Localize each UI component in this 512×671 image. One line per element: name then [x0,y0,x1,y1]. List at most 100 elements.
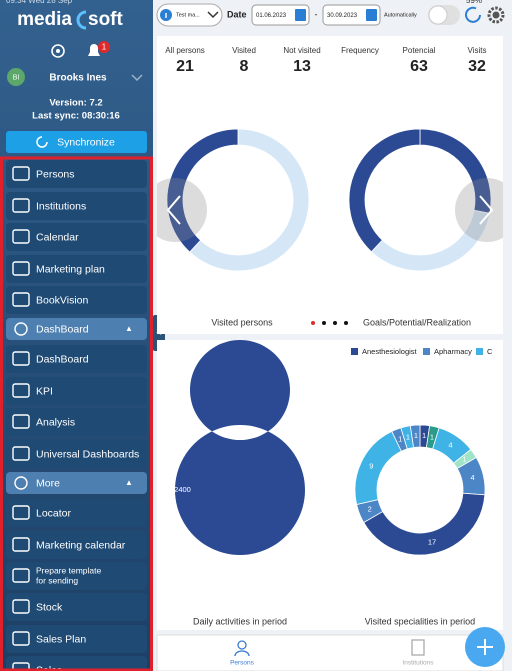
menu-item[interactable] [6,255,147,283]
menu-section[interactable] [6,318,147,340]
donut-label: 1 [406,432,410,441]
menu-item[interactable] [6,440,147,468]
page-dot[interactable] [322,321,326,325]
menu-item[interactable] [6,408,147,436]
menu-section-arrow: ▲ [125,324,133,333]
menu-item[interactable] [6,625,147,653]
donut-segment [189,128,310,272]
menu-item[interactable] [6,192,147,220]
legend-label: C [487,347,493,356]
legend-label: Anesthesiologist [362,347,418,356]
donut-label: 1 [422,431,426,440]
stat-label: Visits [468,46,487,55]
user-name: Brooks Ines [49,73,107,84]
menu-label: Prepare template [36,565,101,575]
donut-label: 1 [398,435,402,444]
page-dot[interactable] [344,321,348,325]
top-charts [143,128,512,272]
page-dot[interactable] [333,321,337,325]
menu-icon [12,383,30,398]
menu-label: KPI [36,385,53,397]
tab-bar [156,634,504,671]
menu-icon [12,229,30,244]
chart-caption: Goals/Potential/Realization [363,317,471,327]
bell-icon[interactable] [88,44,100,56]
menu-label: DashBoard [36,353,89,365]
menu-label: Institutions [36,200,86,212]
donut-label: 2 [368,505,372,514]
status-time: 09:34 Wed 28 Sep [6,0,73,5]
avatar [7,68,25,86]
next-chevron [479,195,494,225]
last-sync: Last sync: 08:30:16 [32,111,120,122]
legend-swatch [423,348,430,355]
avatar-initials: BI [13,74,20,81]
tab-label: Institutions [402,660,434,667]
logo-right: soft [88,9,124,30]
menu-label: More [36,477,60,489]
stat-label: Not visited [283,46,320,55]
menu-icon [14,476,28,490]
menu-icon [12,446,30,461]
sidebar-content: 09:34 Wed 28 Sep media soft 1 BI Brooks Ines V… [0,0,165,671]
menu-section[interactable] [6,472,147,494]
menu-item[interactable] [6,345,147,373]
stat-label: Potencial [403,46,436,55]
bottom-charts: FieldworkAnesthesiologistApharmacyC24001… [174,340,493,556]
menu-icon [14,322,28,336]
main-content: 59% Test ma... Date 01.06.2023 30.09.2023 - Au… [143,0,512,671]
carousel-next[interactable] [455,178,512,242]
date-input[interactable] [322,4,381,26]
date-input[interactable] [251,4,310,26]
user-chevron[interactable] [131,74,143,82]
menu-label: Analysis [36,416,75,428]
chart-caption: Daily activities in period [193,616,287,626]
menu-item[interactable] [6,286,147,314]
stat-value: 63 [410,58,428,75]
menu-item[interactable] [6,499,147,527]
settings-gear[interactable] [487,6,505,24]
menu-item[interactable] [6,656,147,671]
menu-item[interactable] [6,377,147,405]
menu-label: Marketing calendar [36,539,126,551]
stat-label: Frequency [341,46,379,55]
menu-icon [12,505,30,520]
settings-icon[interactable] [51,44,65,58]
menu-item[interactable] [6,593,147,621]
menu-item[interactable] [6,531,147,559]
donut-label: 2400 [174,485,191,494]
menu-label: Universal Dashboards [36,448,139,460]
menu-icon [12,599,30,614]
menu-icon [12,631,30,646]
top-chart-card [157,86,503,334]
donut-segment [409,424,421,448]
menu-label: BookVision [36,294,89,306]
status-battery: 59% [466,0,482,5]
carousel-prev[interactable] [143,178,207,242]
menu-item[interactable] [6,223,147,251]
stats-card [157,36,503,86]
menu-item[interactable] [6,160,147,188]
menu-icon [12,414,30,429]
date-value: 30.09.2023 [327,13,358,19]
institutions-tab-icon [411,639,425,656]
select-value: Test ma... [176,12,200,18]
menu-highlight [0,156,153,671]
menu-label: Stock [36,601,63,613]
page-dot[interactable] [311,321,315,325]
sync-label: Synchronize [57,136,115,148]
menu-icon [12,198,30,213]
test-select[interactable] [156,3,223,27]
menu-icon [12,292,30,307]
menu-label: Sales [36,664,62,671]
stat-label: Visited [232,46,256,55]
menu-icon [12,568,30,583]
calendar-icon [366,9,377,21]
refresh-icon[interactable] [465,6,481,23]
chart-caption: Visited persons [211,317,273,327]
donut-segment [174,340,305,555]
legend-swatch [476,348,483,355]
donut-label: 1 [463,455,467,464]
menu-item[interactable] [6,562,147,590]
